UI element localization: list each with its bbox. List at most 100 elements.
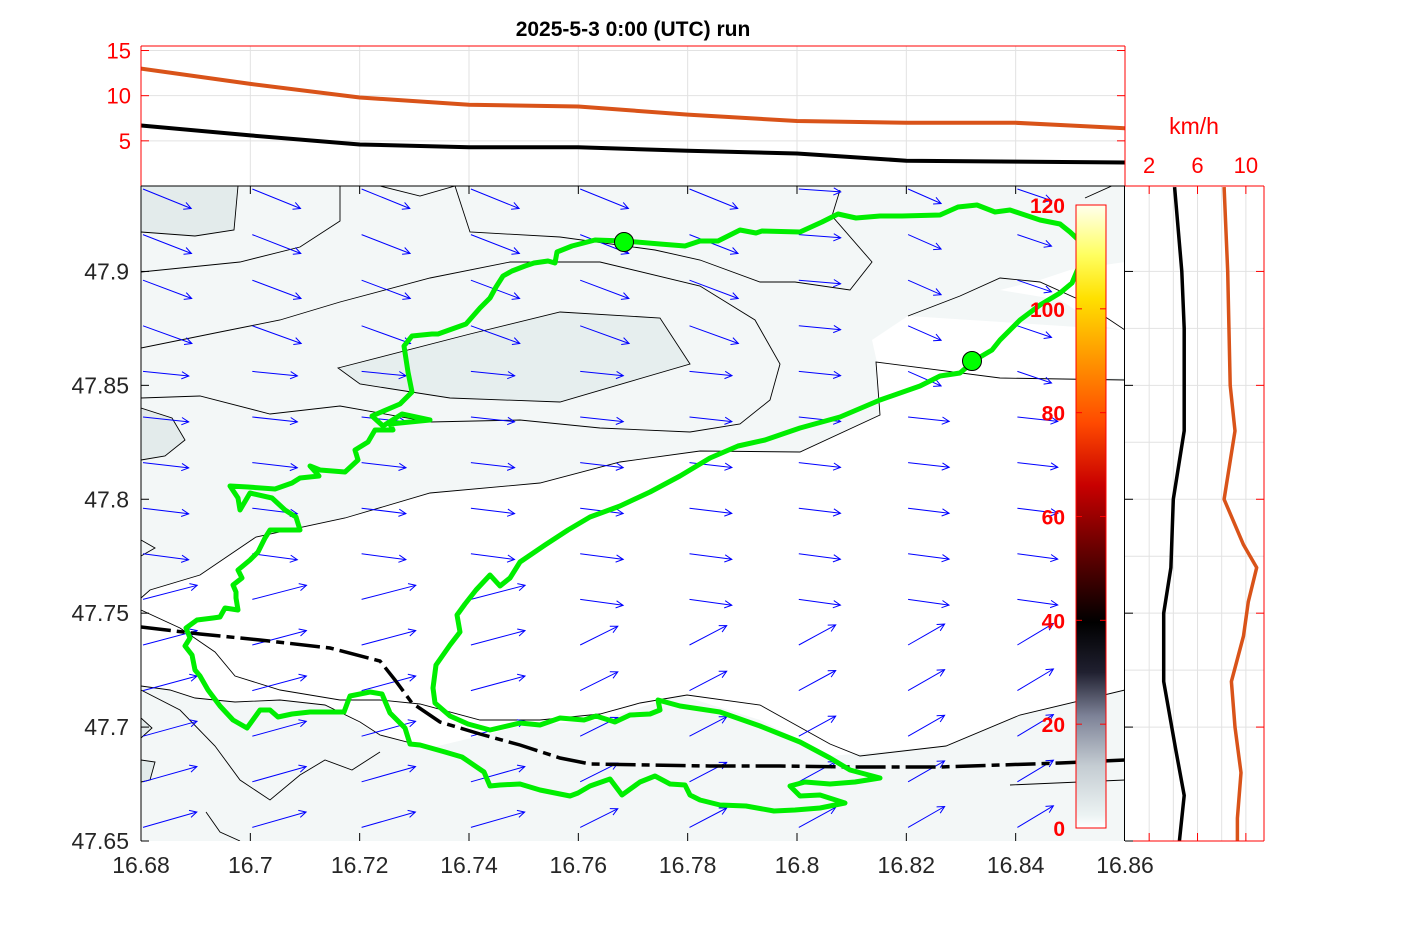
wind-arrow [142, 234, 192, 254]
wind-arrow [470, 675, 526, 692]
top-series-line-1 [141, 66, 1125, 131]
wind-arrow-head [189, 764, 198, 773]
top-panel-lines [141, 66, 1125, 165]
wind-arrow-head [718, 625, 728, 633]
map-x-tick-label: 16.84 [987, 852, 1045, 878]
wind-arrow-head [183, 247, 193, 255]
wind-arrow-head [832, 462, 842, 471]
wind-arrow [252, 675, 307, 692]
wind-arrow [689, 716, 727, 737]
wind-arrow-head [507, 416, 516, 426]
wind-arrow [361, 507, 406, 515]
colorbar-tick-label: 0 [1053, 818, 1065, 841]
wind-arrow [1017, 598, 1058, 606]
wind-arrow [142, 507, 189, 515]
wind-arrow-head [298, 809, 308, 818]
wind-arrow-head [398, 508, 407, 517]
wind-arrow-head [298, 719, 308, 728]
wind-arrow-head [511, 292, 521, 300]
wind-arrow-head [183, 337, 193, 345]
wind-arrow [908, 462, 950, 468]
wind-arrow [580, 370, 624, 377]
wind-arrow [798, 279, 841, 285]
wind-arrow-head [407, 673, 417, 682]
wind-arrow-head [1043, 285, 1053, 294]
wind-arrow [252, 766, 307, 783]
map-y-tick-label: 47.75 [71, 600, 129, 626]
colorbar-tick-label: 20 [1042, 714, 1065, 737]
wind-arrow [142, 811, 197, 828]
wind-arrow-head [292, 292, 303, 300]
wind-arrow-head [832, 370, 842, 379]
wind-arrow-head [398, 554, 407, 563]
wind-arrow-head [941, 508, 951, 517]
wind-arrow-head [188, 809, 198, 818]
wind-arrow-head [181, 462, 190, 472]
wind-arrow-head [724, 508, 733, 517]
wind-arrow [580, 598, 624, 606]
wind-arrow [580, 462, 624, 469]
wind-arrow-head [1045, 622, 1055, 631]
wind-arrow-head [289, 462, 299, 472]
wind-arrow-head [1050, 462, 1059, 471]
wind-arrow [798, 806, 836, 828]
wind-arrow [470, 811, 525, 828]
wind-arrow-head [506, 462, 516, 471]
wind-arrow [1017, 805, 1054, 828]
top-y-tick-label: 10 [107, 84, 131, 109]
wind-arrow-head [833, 233, 842, 242]
wind-arrow-head [1045, 805, 1055, 813]
wind-arrow [907, 623, 945, 646]
wind-arrow [1017, 325, 1052, 338]
wind-arrows [142, 187, 1059, 828]
contour-lines [141, 186, 1125, 841]
wind-arrow [798, 624, 836, 646]
right-series-line-2 [1222, 187, 1259, 841]
map-y-tick-label: 47.85 [71, 372, 129, 398]
wind-arrow [798, 553, 841, 560]
wind-arrow-head [1043, 376, 1053, 385]
wind-arrow [252, 584, 307, 600]
wind-arrow [361, 720, 416, 737]
wind-arrow-head [511, 247, 521, 255]
wind-arrow [798, 598, 841, 606]
colorbar-ticks: 0 20 40 60 80 100 120 [1030, 195, 1106, 841]
wind-arrow-head [933, 379, 943, 387]
map-x-tick-label: 16.78 [659, 852, 717, 878]
wind-arrow [1017, 234, 1052, 247]
wind-arrow-head [511, 202, 521, 210]
wind-arrow [580, 325, 630, 344]
lake-outline [182, 202, 1088, 814]
wind-arrow [908, 598, 950, 606]
wind-arrow [361, 630, 416, 646]
wind-arrow-head [407, 809, 417, 818]
wind-arrow [908, 507, 950, 514]
chart-title: 2025-5-3 0:00 (UTC) run [516, 18, 751, 41]
wind-arrow [142, 279, 192, 299]
wind-arrow [907, 370, 942, 387]
wind-arrow [252, 416, 298, 423]
wind-arrow [252, 234, 301, 254]
map-y-tick-label: 47.9 [84, 258, 129, 284]
wind-arrow [798, 462, 841, 468]
wind-arrow-head [827, 669, 837, 678]
border-line [141, 625, 1125, 769]
wind-arrow-head [398, 371, 408, 380]
wind-arrow [470, 325, 520, 344]
wind-arrow-head [181, 417, 190, 426]
wind-arrow [907, 669, 945, 692]
wind-arrow [470, 630, 526, 646]
wind-arrow [1017, 462, 1058, 468]
wind-arrow [798, 234, 841, 239]
wind-arrow [689, 670, 727, 692]
colorbar-tick-label: 80 [1042, 403, 1065, 426]
wind-arrow-head [620, 292, 630, 300]
wind-arrow-head [189, 583, 199, 591]
wind-arrow-head [407, 719, 417, 728]
wind-arrow [907, 760, 945, 783]
wind-arrow [689, 598, 732, 606]
wind-arrow-head [506, 554, 516, 563]
wind-arrow-head [517, 583, 527, 591]
right-panel-x-ticks: 2 6 10 [1125, 153, 1264, 842]
colorbar: 0 20 40 60 80 100 120 [1030, 195, 1107, 841]
